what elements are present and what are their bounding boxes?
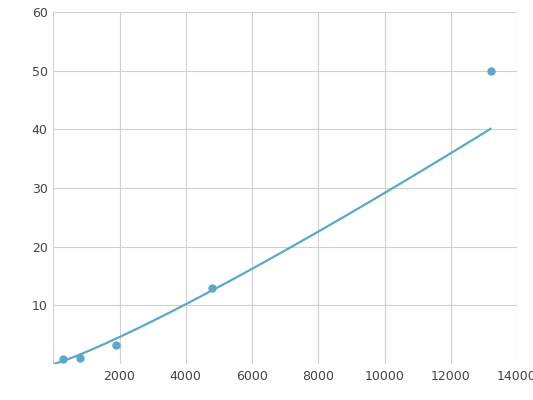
Point xyxy=(59,356,68,362)
Point xyxy=(486,68,495,74)
Point xyxy=(76,354,84,361)
Point xyxy=(112,342,120,348)
Point xyxy=(208,284,216,291)
